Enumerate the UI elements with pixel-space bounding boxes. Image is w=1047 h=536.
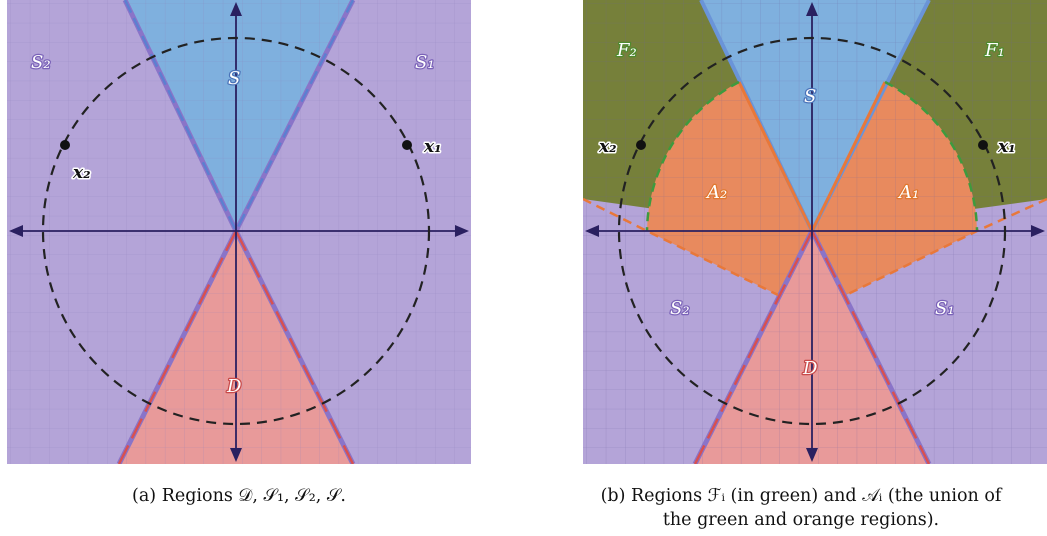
label-S1: S₁ bbox=[415, 52, 435, 73]
point-x1 bbox=[978, 140, 988, 150]
label-x2: x₂ bbox=[598, 137, 617, 157]
label-A1: A₁ bbox=[897, 182, 919, 203]
label-D: D bbox=[226, 376, 242, 397]
label-A2: A₂ bbox=[705, 182, 727, 203]
label-S: S bbox=[228, 68, 240, 89]
panel-a-svg: S S₁ S₂ D x₁ x₂ bbox=[7, 0, 471, 464]
label-F2: F₂ bbox=[616, 40, 637, 61]
caption-a: (a) Regions 𝒟, 𝒮₁, 𝒮₂, 𝒮. bbox=[7, 484, 471, 508]
point-x2 bbox=[636, 140, 646, 150]
point-x2 bbox=[60, 140, 70, 150]
caption-a-text: (a) Regions 𝒟, 𝒮₁, 𝒮₂, 𝒮. bbox=[132, 486, 346, 506]
label-x1: x₁ bbox=[423, 137, 442, 157]
point-x1 bbox=[402, 140, 412, 150]
label-S1: S₁ bbox=[935, 298, 955, 319]
panel-b-diagram: S F₁ F₂ A₁ A₂ S₁ S₂ D x₁ x₂ bbox=[583, 0, 1047, 464]
label-D: D bbox=[802, 358, 818, 379]
label-S2: S₂ bbox=[670, 298, 690, 319]
label-x1: x₁ bbox=[997, 137, 1016, 157]
panel-b-svg: S F₁ F₂ A₁ A₂ S₁ S₂ D x₁ x₂ bbox=[583, 0, 1047, 464]
label-S: S bbox=[804, 86, 816, 107]
panel-a-diagram: S S₁ S₂ D x₁ x₂ bbox=[7, 0, 471, 464]
caption-b-line1: (b) Regions ℱᵢ (in green) and 𝒜ᵢ (the un… bbox=[555, 484, 1047, 508]
caption-b: (b) Regions ℱᵢ (in green) and 𝒜ᵢ (the un… bbox=[555, 484, 1047, 532]
label-S2: S₂ bbox=[31, 52, 51, 73]
caption-b-line2: the green and orange regions). bbox=[555, 508, 1047, 532]
label-F1: F₁ bbox=[984, 40, 1005, 61]
label-x2: x₂ bbox=[72, 163, 91, 183]
